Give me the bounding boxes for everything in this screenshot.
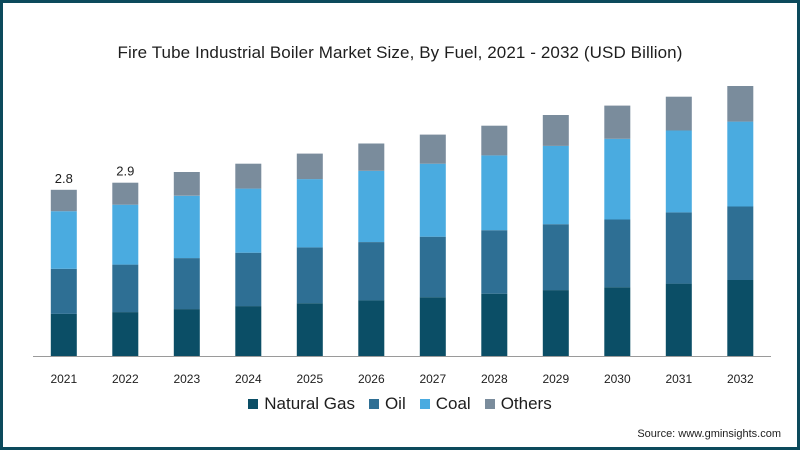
bar-segment-oil-2029 (542, 224, 569, 291)
source-note: Source: www.gminsights.com (637, 428, 781, 440)
bar-segment-oil-2027 (419, 236, 446, 298)
bar-segment-coal-2031 (665, 130, 692, 213)
bar-segment-oil-2023 (173, 258, 200, 310)
bar-segment-oil-2024 (235, 252, 262, 307)
bar-segment-others-2030 (604, 105, 631, 139)
bar-segment-oil-2028 (481, 230, 508, 294)
legend-swatch (484, 399, 495, 409)
bar-segment-oil-2021 (50, 268, 77, 314)
legend-label: Natural Gas (264, 394, 355, 413)
bar-segment-coal-2021 (50, 211, 77, 269)
bar-segment-natural-gas-2025 (296, 303, 323, 356)
x-tick-label-2030: 2030 (604, 372, 631, 386)
bar-segment-oil-2025 (296, 247, 323, 304)
legend-label: Coal (435, 394, 471, 413)
bar-segment-coal-2024 (235, 188, 262, 253)
x-tick-label-2021: 2021 (50, 372, 77, 386)
bar-segment-coal-2030 (604, 138, 631, 220)
bar-segment-others-2029 (542, 115, 569, 146)
x-tick-label-2023: 2023 (173, 372, 200, 386)
bar-segment-natural-gas-2030 (604, 287, 631, 356)
bar-segment-others-2024 (235, 163, 262, 189)
legend-item-coal: Coal (419, 394, 471, 414)
legend-item-natural-gas: Natural Gas (248, 394, 355, 414)
bar-segment-coal-2028 (481, 155, 508, 231)
x-tick-label-2032: 2032 (727, 372, 754, 386)
x-tick-label-2031: 2031 (665, 372, 692, 386)
bar-segment-natural-gas-2021 (50, 313, 77, 356)
legend-item-oil: Oil (368, 394, 406, 414)
chart-title: Fire Tube Industrial Boiler Market Size,… (117, 43, 683, 62)
chart-legend: Natural Gas Oil Coal Others (3, 394, 797, 414)
legend-swatch (248, 399, 259, 409)
bar-segment-oil-2026 (358, 242, 385, 301)
bar-segment-natural-gas-2029 (542, 290, 569, 356)
bar-segment-others-2027 (419, 134, 446, 164)
bar-segment-coal-2026 (358, 170, 385, 242)
bar-segment-oil-2030 (604, 219, 631, 288)
bar-segment-coal-2027 (419, 163, 446, 237)
x-tick-label-2024: 2024 (235, 372, 262, 386)
x-tick-label-2028: 2028 (481, 372, 508, 386)
bar-segment-natural-gas-2022 (112, 312, 139, 356)
bar-segment-natural-gas-2023 (173, 309, 200, 356)
bar-segment-others-2022 (112, 182, 139, 205)
bar-segment-others-2026 (358, 143, 385, 171)
legend-item-others: Others (484, 394, 552, 414)
legend-swatch (368, 399, 379, 409)
x-tick-label-2029: 2029 (542, 372, 569, 386)
x-tick-label-2026: 2026 (358, 372, 385, 386)
bar-segment-others-2032 (727, 86, 754, 122)
legend-label: Oil (384, 394, 406, 413)
bar-segment-coal-2022 (112, 204, 139, 265)
bar-segment-natural-gas-2028 (481, 293, 508, 356)
data-label-2021: 2.8 (55, 171, 73, 186)
bar-segment-others-2023 (173, 172, 200, 196)
bar-segment-natural-gas-2024 (235, 306, 262, 356)
x-tick-label-2022: 2022 (112, 372, 139, 386)
bar-segment-others-2028 (481, 125, 508, 156)
bar-segment-oil-2031 (665, 212, 692, 284)
bar-segment-coal-2032 (727, 121, 754, 207)
bar-segment-natural-gas-2031 (665, 283, 692, 356)
bar-segment-natural-gas-2027 (419, 297, 446, 356)
bar-segment-oil-2032 (727, 206, 754, 280)
bar-segment-natural-gas-2026 (358, 300, 385, 356)
x-tick-label-2025: 2025 (296, 372, 323, 386)
bar-segment-coal-2025 (296, 179, 323, 248)
chart-plot: 2021 2.8 2022 2.9 2023 2024 2025 2026 2027 2028 20… (33, 86, 771, 386)
data-label-2022: 2.9 (116, 164, 134, 179)
bar-segment-coal-2029 (542, 145, 569, 225)
legend-label: Others (500, 394, 552, 413)
bar-segment-natural-gas-2032 (727, 280, 754, 356)
bar-segment-others-2021 (50, 189, 77, 212)
bar-segment-others-2031 (665, 96, 692, 131)
legend-swatch (419, 399, 430, 409)
bar-segment-coal-2023 (173, 195, 200, 259)
bar-segment-others-2025 (296, 153, 323, 180)
bar-segment-oil-2022 (112, 264, 139, 313)
x-tick-label-2027: 2027 (419, 372, 446, 386)
